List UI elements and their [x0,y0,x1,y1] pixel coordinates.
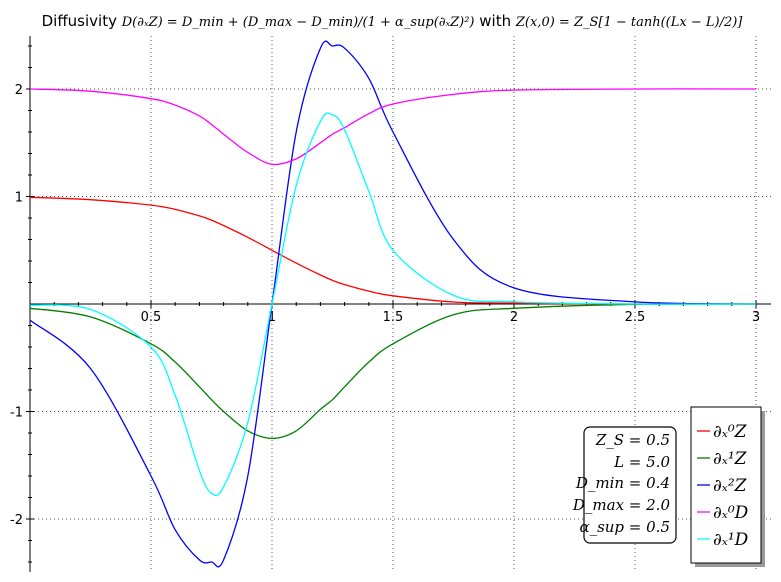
x-tick-label: 2.5 [625,310,646,325]
param-alpha: α_sup = 0.5 [579,518,670,536]
y-tick-label: -1 [10,406,23,421]
legend-label-2: ∂ₓ²Z [713,476,748,496]
legend-label-4: ∂ₓ¹D [713,530,749,550]
y-tick-label: -2 [10,513,23,528]
legend: ∂ₓ⁰Z ∂ₓ¹Z ∂ₓ²Z ∂ₓ⁰D ∂ₓ¹D [690,406,765,567]
series-line-2 [29,40,757,568]
param-dmax: D_max = 2.0 [572,496,671,514]
param-zs: Z_S = 0.5 [595,431,670,449]
x-tick-label: 1.5 [383,310,404,325]
series-line-0 [29,196,757,305]
legend-entries: ∂ₓ⁰Z ∂ₓ¹Z ∂ₓ²Z ∂ₓ⁰D ∂ₓ¹D [697,422,749,550]
y-tick-label: 1 [15,191,23,206]
title-formula: D(∂ₓZ) = D_min + (D_max − D_min)/(1 + α_… [121,15,475,30]
parameters-box: Z_S = 0.5 L = 5.0 D_min = 0.4 D_max = 2.… [572,426,677,544]
title-initial-condition: Z(x,0) = Z_S[1 − tanh((Lx − L)/2)] [515,15,743,30]
x-tick-label: 2 [510,310,518,325]
param-dmin: D_min = 0.4 [575,474,670,492]
parameters-box-frame [583,426,677,544]
legend-label-1: ∂ₓ¹Z [713,449,748,469]
param-l: L = 5.0 [613,453,670,471]
x-tick-label: 0.5 [141,310,162,325]
legend-label-0: ∂ₓ⁰Z [713,422,748,442]
x-tick-label: 1 [268,310,276,325]
series-line-1 [29,303,757,440]
series-line-4 [29,112,757,497]
chart-title: Diffusivity D(∂ₓZ) = D_min + (D_max − D_… [42,12,744,30]
y-tick-label: 2 [15,83,23,98]
title-joiner: with [479,12,516,30]
x-tick-label: 3 [752,310,760,325]
title-prefix: Diffusivity [42,12,122,30]
tick-labels: 0.5 1 1.5 2 2.5 3 -2 -1 1 2 [10,83,760,528]
legend-label-3: ∂ₓ⁰D [713,503,749,523]
series-lines [29,40,757,568]
